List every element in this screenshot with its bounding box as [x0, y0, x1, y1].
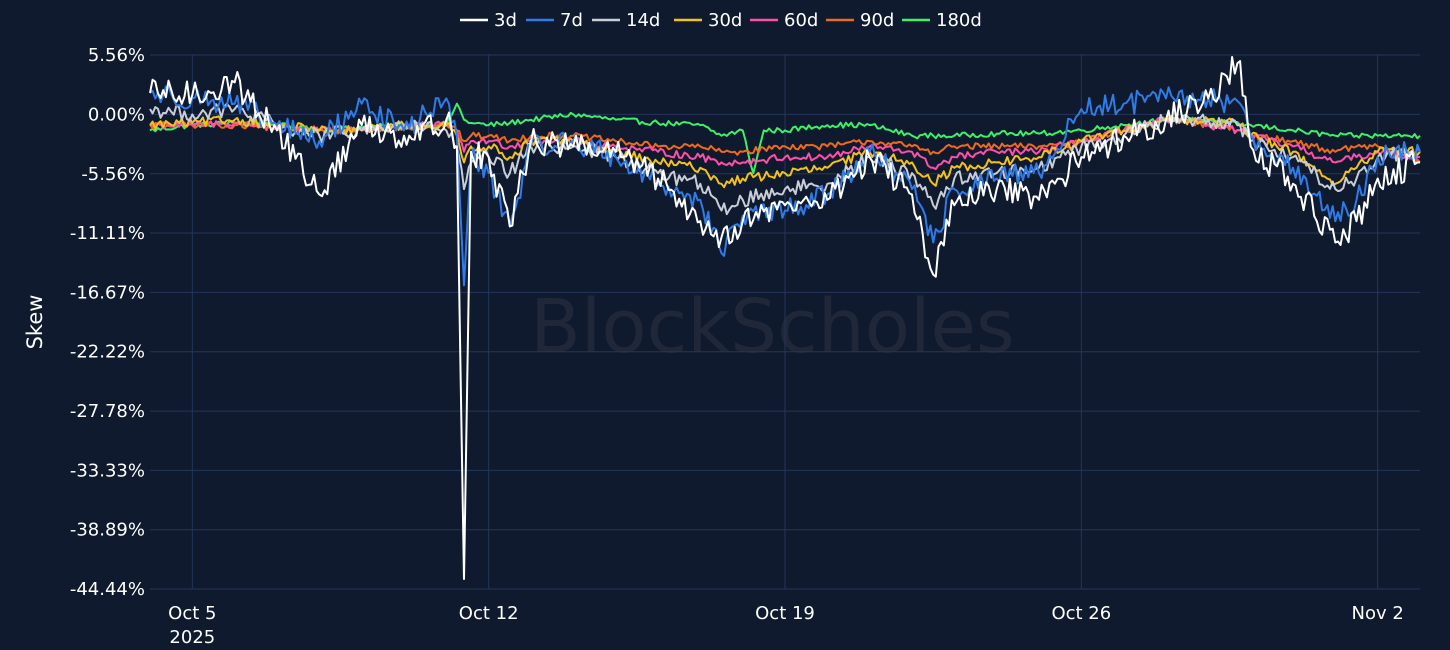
y-tick-label: -11.11%: [70, 223, 145, 244]
y-axis: 5.56% 0.00% -5.56% -11.11% -16.67% -22.22% -27…: [70, 45, 145, 600]
legend-item-7d[interactable]: 7d: [526, 10, 583, 31]
x-tick-label: Oct 19: [755, 603, 815, 624]
y-tick-label: 0.00%: [88, 104, 145, 125]
x-tick-label: Oct 12: [459, 603, 519, 624]
x-tick-label: Nov 2: [1352, 603, 1404, 624]
x-tick-label: Oct 5: [168, 603, 216, 624]
legend-item-90d[interactable]: 90d: [826, 10, 894, 31]
legend-item-14d[interactable]: 14d: [592, 10, 660, 31]
y-tick-label: 5.56%: [88, 45, 145, 66]
y-tick-label: -16.67%: [70, 282, 145, 303]
legend-label: 30d: [708, 10, 742, 31]
legend-item-60d[interactable]: 60d: [750, 10, 818, 31]
legend-item-3d[interactable]: 3d: [460, 10, 517, 31]
legend[interactable]: 3d 7d 14d 30d 60d 90d 180d: [460, 10, 982, 31]
legend-label: 60d: [784, 10, 818, 31]
series-line-7d: [149, 85, 1421, 287]
x-tick-label: Oct 26: [1051, 603, 1111, 624]
legend-item-180d[interactable]: 180d: [902, 10, 982, 31]
y-axis-title: Skew: [23, 295, 47, 350]
legend-item-30d[interactable]: 30d: [674, 10, 742, 31]
y-tick-label: -33.33%: [70, 460, 145, 481]
legend-label: 180d: [936, 10, 982, 31]
y-tick-label: -27.78%: [70, 401, 145, 422]
series-line-14d: [149, 102, 1421, 216]
legend-label: 7d: [560, 10, 583, 31]
x-tick-sublabel: 2025: [169, 627, 215, 648]
legend-label: 14d: [626, 10, 660, 31]
series-layer: [149, 56, 1421, 580]
watermark-text: BlockScholes: [530, 284, 1015, 370]
y-tick-label: -5.56%: [81, 164, 145, 185]
legend-label: 3d: [494, 10, 517, 31]
x-axis: Oct 5 2025 Oct 12 Oct 19 Oct 26 Nov 2: [168, 603, 1404, 648]
series-line-3d: [149, 56, 1421, 580]
y-tick-label: -22.22%: [70, 342, 145, 363]
y-tick-label: -44.44%: [70, 579, 145, 600]
y-tick-label: -38.89%: [70, 520, 145, 541]
legend-label: 90d: [860, 10, 894, 31]
watermark: BlockScholes: [530, 284, 1015, 370]
